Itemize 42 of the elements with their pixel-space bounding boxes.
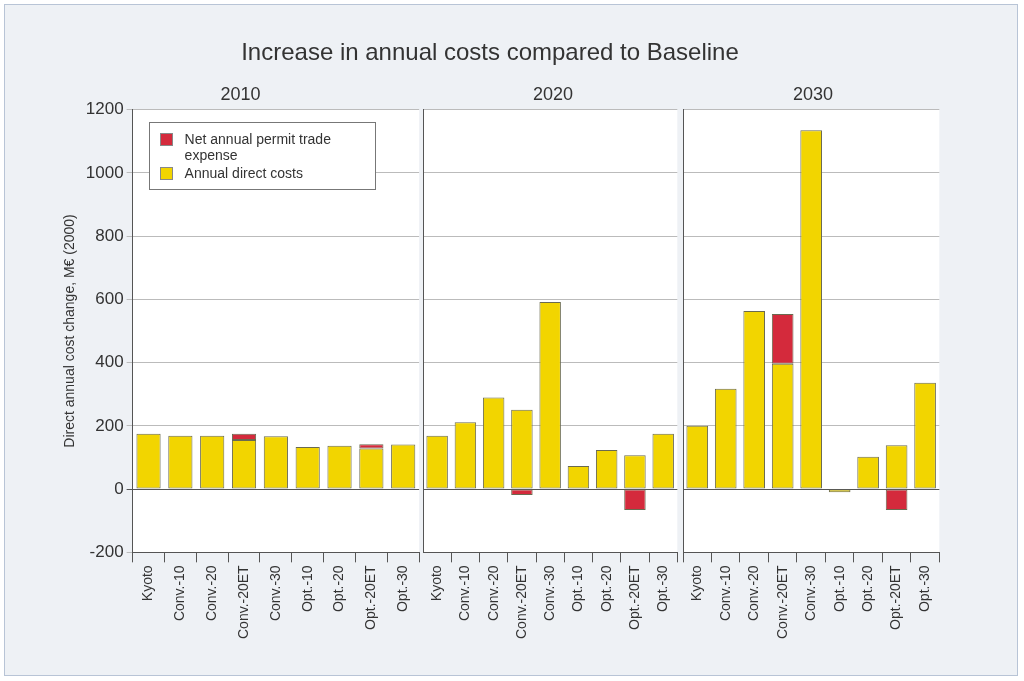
x-tick-label: Conv.-30: [541, 565, 558, 622]
x-tick-label: Conv.-10: [716, 565, 733, 622]
x-tick-label: Conv.-20ET: [773, 564, 790, 640]
y-tick-label: 600: [95, 289, 124, 309]
x-tick-label: Opt.-10: [298, 565, 315, 613]
x-tick-label: Kyoto: [139, 565, 156, 602]
x-tick-label: Conv.-30: [802, 565, 819, 622]
x-tick-label: Opt.-30: [915, 565, 932, 613]
x-tick-label: Opt.-20: [597, 565, 614, 613]
text: Increase in annual costs compared to Baseline: [240, 38, 740, 66]
y-axis-title: Direct annual cost change, M€ (2000): [61, 214, 78, 448]
y-tick-label: 200: [95, 415, 124, 435]
x-tick-label: Conv.-10: [456, 565, 473, 622]
legend-label: Annual direct costs: [184, 164, 303, 181]
x-tick-label: Opt.-20: [330, 565, 347, 613]
chart-subtitle: 2010: [220, 83, 261, 104]
x-tick-label: Conv.-10: [171, 565, 188, 622]
y-tick-label: 800: [95, 225, 124, 245]
x-tick-label: Opt.-20ET: [625, 564, 642, 630]
x-tick-label: Opt.-10: [569, 565, 586, 613]
y-tick-label: 1000: [85, 162, 124, 182]
y-tick-label: -200: [89, 542, 124, 562]
x-tick-label: Conv.-30: [266, 565, 283, 622]
y-tick-label: 0: [114, 478, 124, 498]
x-tick-label: Opt.-10: [830, 565, 847, 613]
x-tick-label: Opt.-30: [394, 565, 411, 613]
x-tick-label: Conv.-20ET: [234, 564, 251, 640]
x-tick-label: Opt.-30: [654, 565, 671, 613]
x-tick-label: Opt.-20ET: [887, 564, 904, 630]
y-tick-label: 400: [95, 352, 124, 372]
chart-subtitle: 2030: [792, 83, 834, 104]
x-tick-label: Conv.-20ET: [512, 564, 529, 640]
x-tick-label: Conv.-20: [203, 565, 220, 622]
legend-label: Net annual permit trade expense: [184, 130, 332, 163]
x-tick-label: Opt.-20: [858, 565, 875, 613]
x-tick-label: Kyoto: [427, 565, 444, 602]
x-tick-label: Opt.-20ET: [362, 564, 379, 630]
x-tick-label: Kyoto: [688, 565, 705, 602]
chart-subtitle: 2020: [532, 83, 574, 104]
x-tick-label: Conv.-20: [745, 565, 762, 622]
x-tick-label: Conv.-20: [484, 565, 501, 622]
y-tick-label: 1200: [85, 99, 124, 119]
